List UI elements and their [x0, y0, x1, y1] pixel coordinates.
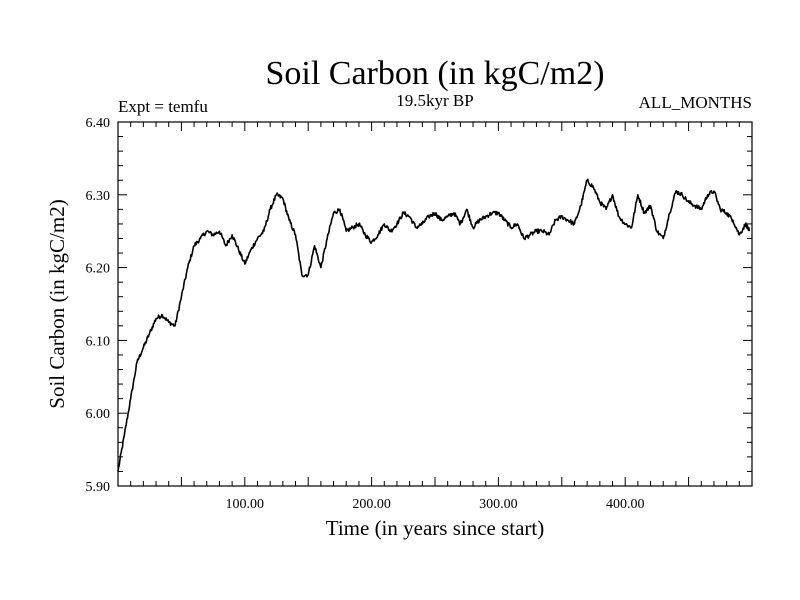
- x-tick-label: 100.00: [226, 497, 265, 512]
- x-tick-label: 300.00: [479, 497, 518, 512]
- months-label: ALL_MONTHS: [639, 93, 752, 112]
- y-axis-label: Soil Carbon (in kgC/m2): [45, 199, 69, 408]
- chart-title: Soil Carbon (in kgC/m2): [265, 55, 604, 92]
- x-tick-labels: 100.00 200.00 300.00 400.00: [226, 497, 645, 512]
- experiment-label: Expt = temfu: [118, 97, 208, 116]
- y-tick-label: 6.00: [86, 407, 111, 422]
- y-tick-label: 5.90: [86, 480, 111, 495]
- y-tick-label: 6.30: [86, 189, 111, 204]
- period-label: 19.5kyr BP: [396, 91, 473, 110]
- x-tick-label: 400.00: [606, 497, 645, 512]
- x-tick-label: 200.00: [352, 497, 391, 512]
- plot-frame: [117, 121, 753, 487]
- y-tick-label: 6.40: [86, 116, 111, 131]
- series-line-soil-carbon: [117, 178, 751, 472]
- axis-ticks: [118, 122, 752, 486]
- y-tick-label: 6.10: [86, 334, 111, 349]
- y-tick-label: 6.20: [86, 262, 111, 277]
- y-tick-labels: 5.90 6.00 6.10 6.20 6.30 6.40: [86, 116, 111, 495]
- x-axis-label: Time (in years since start): [326, 516, 545, 540]
